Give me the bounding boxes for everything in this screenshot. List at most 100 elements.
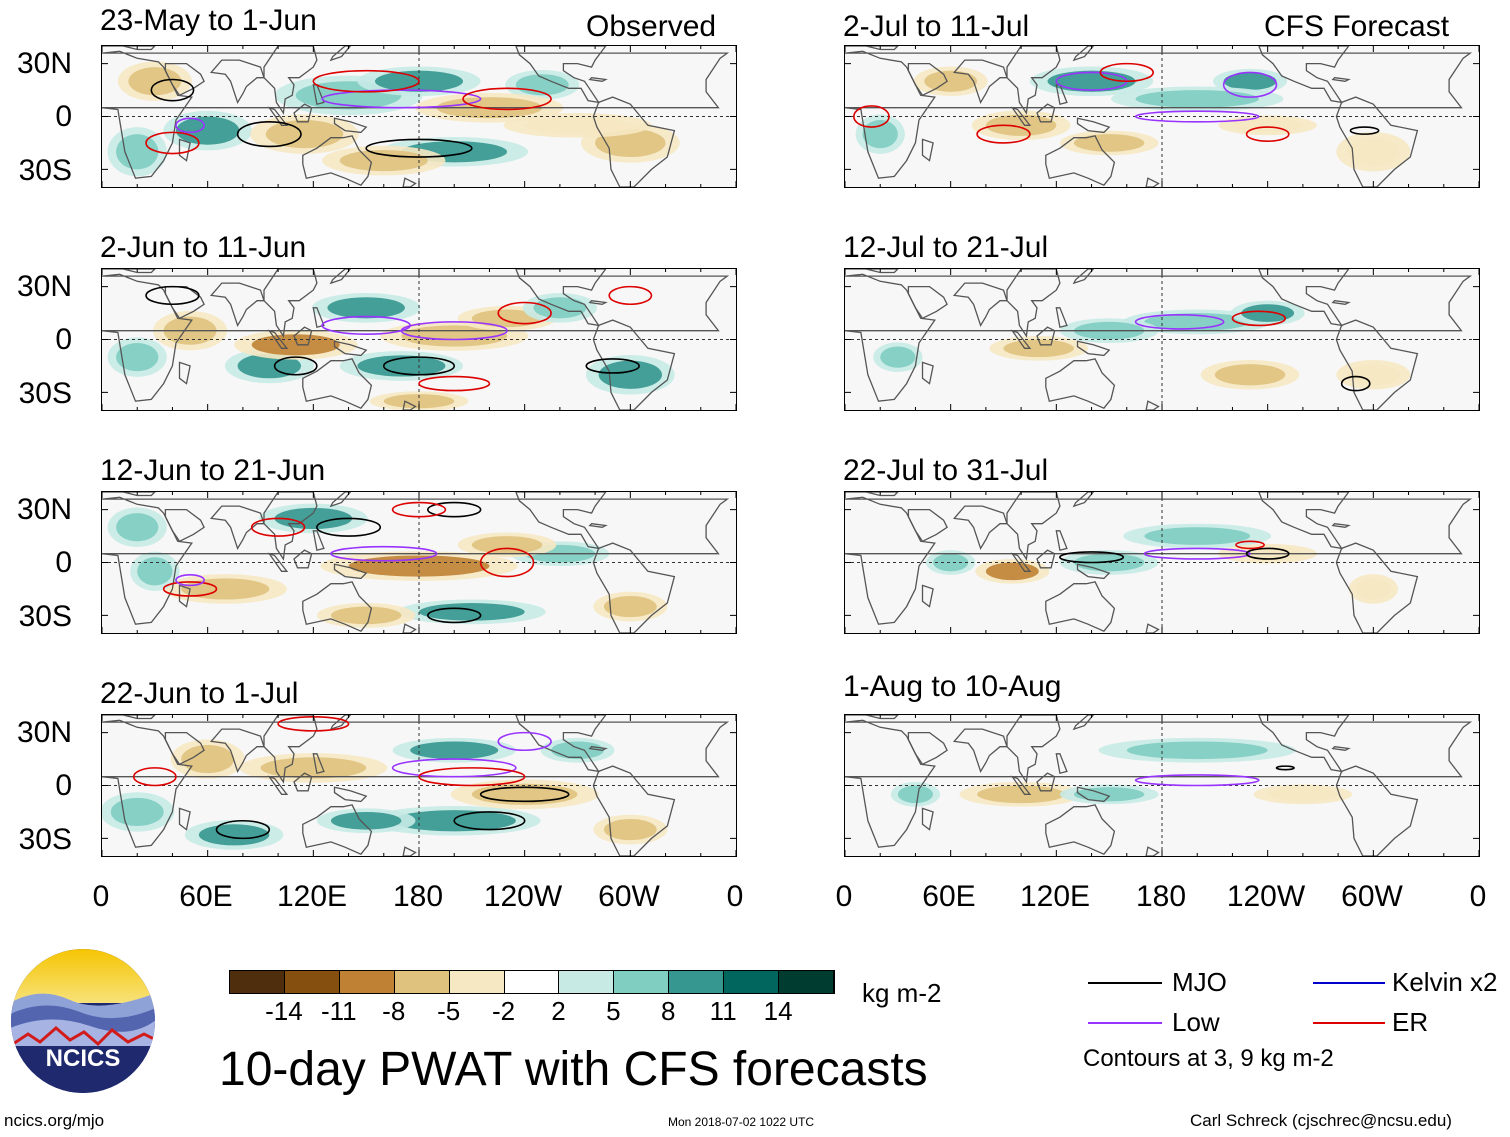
- coastline-japan: [329, 715, 352, 731]
- coastline-sumatra: [1010, 552, 1032, 572]
- coastline-samerica: [592, 319, 676, 410]
- map-panel-fc-1: [844, 45, 1480, 188]
- coastline-nz: [1145, 623, 1160, 633]
- contour-note: Contours at 3, 9 kg m-2: [1083, 1045, 1334, 1072]
- pwat-anomaly: [397, 599, 546, 625]
- footer-author: Carl Schreck (cjschrec@ncsu.edu): [1190, 1111, 1452, 1130]
- coastline-namerica: [515, 715, 607, 773]
- coastline-borneo: [1036, 326, 1056, 346]
- coastline-sumatra: [267, 552, 289, 572]
- coastline-newguinea: [333, 117, 368, 134]
- pwat-anomaly: [1218, 115, 1317, 136]
- coastline-australia: [302, 358, 373, 409]
- colorbar-cell: [724, 971, 780, 993]
- lon-label: 60W: [598, 880, 660, 913]
- coastline-cuba: [1331, 77, 1351, 82]
- pwat-anomaly: [1098, 737, 1296, 763]
- pwat-anomaly: [1348, 574, 1398, 604]
- coastline-sumatra: [1010, 106, 1032, 126]
- colorbar-tick-label: -11: [320, 996, 357, 1026]
- coastline-samerica: [592, 96, 676, 187]
- colorbar-unit: kg m-2: [862, 978, 942, 1008]
- coastline-borneo: [293, 326, 313, 346]
- coastline-europe: [845, 715, 899, 720]
- coastline-nz: [1145, 177, 1160, 187]
- lon-label: 180: [1135, 880, 1187, 913]
- lon-label: 0: [835, 880, 853, 913]
- lat-label-0: 0: [55, 323, 72, 356]
- pwat-anomaly: [107, 507, 167, 547]
- colorbar-tick-label: -2: [491, 996, 516, 1026]
- coastline-nz: [402, 177, 417, 187]
- ncics-logo[interactable]: NCICS: [10, 948, 156, 1094]
- coastline-madagascar: [178, 138, 191, 162]
- contour-low: [1134, 774, 1260, 787]
- coastline-sumatra: [267, 106, 289, 126]
- contour-mjo: [453, 811, 526, 831]
- lon-label: 180: [392, 880, 444, 913]
- lat-label-0: 0: [55, 546, 72, 579]
- pwat-anomaly: [1253, 784, 1353, 805]
- coastline-nz: [1145, 846, 1160, 856]
- coastline-newguinea: [1076, 563, 1111, 580]
- coastline-arabia: [907, 62, 948, 97]
- legend-label-mjo: MJO: [1172, 967, 1227, 997]
- pwat-anomaly: [184, 820, 284, 850]
- panel-title-fc-2: 12-Jul to 21-Jul: [843, 231, 1049, 264]
- pwat-anomaly: [1110, 86, 1284, 112]
- lat-label-30n: 30N: [16, 493, 72, 526]
- coastline-namerica: [515, 46, 607, 104]
- coastline-cuba: [588, 523, 608, 528]
- coastline-africa: [845, 50, 1473, 179]
- coastline-africa: [845, 273, 1473, 402]
- map-panel-obs-4: [101, 714, 737, 857]
- contour-low: [321, 89, 482, 109]
- coastline-cuba: [1331, 523, 1351, 528]
- coastline-india: [209, 59, 265, 104]
- coastline-australia: [302, 581, 373, 632]
- coastline-india: [209, 728, 265, 773]
- coastline-japan: [329, 492, 352, 508]
- map-panel-fc-3: [844, 491, 1480, 634]
- coastline-india: [952, 505, 1008, 550]
- contour-mjo: [1245, 547, 1290, 560]
- contour-mjo: [273, 356, 318, 376]
- lon-label: 0: [726, 880, 744, 913]
- contour-er: [1235, 540, 1265, 550]
- coastline-phil: [312, 753, 325, 775]
- lat-label-30n: 30N: [16, 47, 72, 80]
- pwat-anomaly: [503, 112, 652, 138]
- coastline-samerica: [592, 542, 676, 633]
- footer-url[interactable]: ncics.org/mjo: [4, 1111, 105, 1130]
- colorbar-labels: -14 -11 -8 -5 -2 2 5 8 11 14: [229, 996, 833, 1026]
- coastline-seasia: [1006, 492, 1061, 561]
- coastline-india: [209, 282, 265, 327]
- contour-mjo: [1275, 765, 1295, 771]
- coastline-australia: [1045, 581, 1116, 632]
- pwat-anomaly: [593, 814, 668, 845]
- coastline-japan: [1072, 269, 1095, 285]
- coastline-phil: [1055, 530, 1068, 552]
- pwat-anomaly: [1213, 68, 1288, 94]
- coastline-japan: [329, 269, 352, 285]
- coastline-arabia: [164, 731, 205, 766]
- coastline-arabia: [164, 285, 205, 320]
- pwat-anomaly: [1200, 359, 1300, 390]
- coastline-australia: [1045, 358, 1116, 409]
- contour-mjo: [236, 120, 302, 148]
- contour-er: [1099, 62, 1154, 83]
- coastline-sumatra: [1010, 329, 1032, 349]
- coastline-madagascar: [921, 584, 934, 608]
- coastline-arabia: [164, 508, 205, 543]
- logo-text: NCICS: [46, 1045, 121, 1072]
- coastline-borneo: [293, 772, 313, 792]
- coastline-india: [952, 728, 1008, 773]
- pwat-anomaly: [450, 779, 599, 810]
- coastline-samerica: [1335, 542, 1419, 633]
- pwat-anomaly: [392, 737, 516, 763]
- contour-mjo: [365, 138, 473, 158]
- lon-label: 60E: [179, 880, 233, 913]
- coastline-india: [952, 59, 1008, 104]
- coastline-sumatra: [267, 329, 289, 349]
- coastline-seasia: [263, 492, 318, 561]
